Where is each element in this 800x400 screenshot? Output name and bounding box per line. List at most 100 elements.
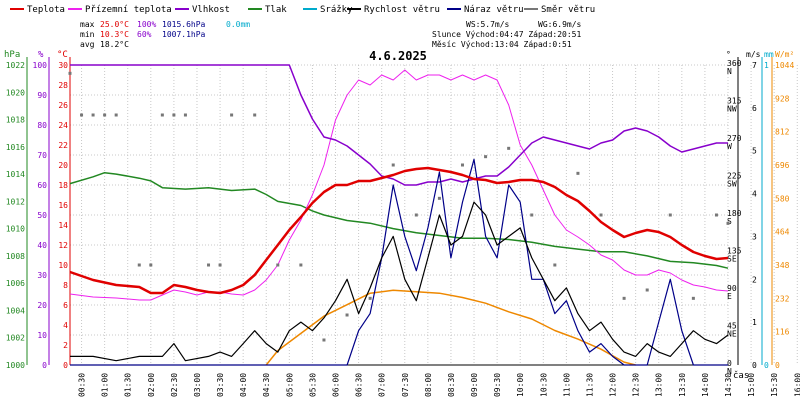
pct-tick-label: 20 [37, 301, 47, 310]
legend-item: Vlhkost [192, 5, 230, 15]
chart-stats: max 25.0°C 100% 1015.6hPa 0.0mm min 10.3°C 60% 1… [80, 20, 582, 49]
plot-area [68, 64, 730, 366]
degc-tick-label: 18 [58, 181, 68, 190]
degc-tick-label: 30 [58, 61, 68, 70]
degc-axis-title: °C [57, 50, 68, 60]
pct-tick-label: 30 [37, 271, 47, 280]
wm2-tick-label: 0 [775, 361, 780, 370]
pct-tick-label: 60 [37, 181, 47, 190]
mm-tick-label: 1 [764, 61, 769, 70]
stat-min-label: min [80, 30, 95, 39]
dir-axis-title: ° [726, 50, 731, 59]
wind-direction-point [507, 146, 511, 150]
dir-tick-name: SW [727, 180, 737, 189]
x-tick-label: 12:30 [632, 373, 641, 397]
mm-tick-label: 0 [764, 361, 769, 370]
dir-tick-name: W [727, 142, 732, 151]
wind-direction-point [530, 213, 534, 217]
wind-direction-point [172, 113, 176, 117]
wind-direction-point [160, 113, 164, 117]
x-axis-title: čas [733, 370, 749, 381]
degc-tick-label: 12 [58, 241, 68, 250]
hpa-tick-label: 1012 [6, 197, 25, 206]
stat-avg-label: avg [80, 40, 95, 49]
wm2-tick-label: 348 [775, 261, 790, 270]
wind-direction-point [68, 71, 72, 75]
pct-tick-label: 100 [33, 61, 48, 70]
pct-tick-label: 90 [37, 91, 47, 100]
series-ground-temperature [69, 69, 729, 301]
pct-tick-label: 40 [37, 241, 47, 250]
x-tick-label: 05:00 [285, 373, 294, 397]
x-tick-label: 05:30 [308, 373, 317, 397]
wind-direction-point [691, 296, 695, 300]
wind-direction-point [437, 196, 441, 200]
wind-direction-point [91, 113, 95, 117]
wind-direction-point [183, 113, 187, 117]
x-tick-label: 00:30 [78, 373, 87, 397]
stat-avg-temp: 18.2°C [100, 40, 129, 49]
wind-direction-point [218, 263, 222, 267]
dir-tick-name: N [727, 367, 732, 376]
wm2-tick-label: 464 [775, 228, 790, 237]
legend-item: Tlak [265, 5, 287, 15]
stat-ws: WS:5.7m/s [466, 20, 510, 29]
wind-direction-point [149, 263, 153, 267]
stat-min-press: 1007.1hPa [162, 30, 206, 39]
wind-direction-point [207, 263, 211, 267]
wind-direction-point [299, 263, 303, 267]
legend-item: Rychlost větru [364, 5, 440, 15]
degc-tick-label: 2 [63, 341, 68, 350]
hpa-tick-label: 1016 [6, 143, 25, 152]
wind-direction-point [726, 221, 730, 225]
hpa-tick-label: 1020 [6, 88, 25, 97]
pct-tick-label: 70 [37, 151, 47, 160]
wind-direction-point [645, 288, 649, 292]
wm2-tick-label: 812 [775, 128, 790, 137]
x-tick-label: 16:00 [793, 373, 800, 397]
wm2-tick-label: 232 [775, 294, 790, 303]
degc-tick-label: 26 [58, 101, 68, 110]
degc-tick-label: 22 [58, 141, 68, 150]
wind-direction-point [137, 263, 141, 267]
dir-tick-label: 315 [727, 97, 742, 106]
x-tick-label: 02:30 [170, 373, 179, 397]
stat-max-temp: 25.0°C [100, 20, 129, 29]
dir-tick-name: NE [727, 330, 737, 339]
wind-direction-point [80, 113, 84, 117]
wind-direction-point [599, 213, 603, 217]
chart-legend: Teplota Přízemní teplota Vlhkost Tlak Srážky… [10, 5, 595, 15]
x-tick-label: 10:00 [516, 373, 525, 397]
ms-tick-label: 5 [752, 147, 757, 156]
wind-direction-point [460, 163, 464, 167]
wm2-tick-label: 928 [775, 94, 790, 103]
x-tick-label: 03:00 [193, 373, 202, 397]
wind-direction-point [103, 113, 107, 117]
degc-tick-label: 4 [63, 321, 68, 330]
wind-direction-point [276, 263, 280, 267]
hpa-tick-label: 1018 [6, 116, 25, 125]
wm2-tick-label: 116 [775, 328, 790, 337]
x-tick-label: 09:00 [470, 373, 479, 397]
wind-direction-point [668, 213, 672, 217]
hpa-tick-label: 1004 [6, 306, 25, 315]
stat-wg: WG:6.9m/s [538, 20, 582, 29]
degc-tick-label: 8 [63, 281, 68, 290]
stat-moon: Měsíc Východ:13:04 Západ:0:51 [432, 40, 572, 49]
legend-item: Směr větru [541, 5, 595, 15]
x-tick-label: 11:00 [562, 373, 571, 397]
wind-direction-point [484, 155, 488, 159]
mm-axis-title: mm [764, 50, 774, 59]
hpa-tick-label: 1008 [6, 252, 25, 261]
x-tick-label: 01:30 [124, 373, 133, 397]
wm2-tick-label: 580 [775, 194, 790, 203]
series-humidity [70, 64, 728, 186]
hpa-tick-label: 1006 [6, 279, 25, 288]
x-tick-label: 04:00 [239, 373, 248, 397]
ms-tick-label: 1 [752, 318, 757, 327]
dir-tick-label: 270 [727, 134, 742, 143]
wm2-axis-title: W/m² [775, 50, 794, 59]
x-tick-label: 01:00 [101, 373, 110, 397]
chart-title: 4.6.2025 [369, 49, 427, 63]
